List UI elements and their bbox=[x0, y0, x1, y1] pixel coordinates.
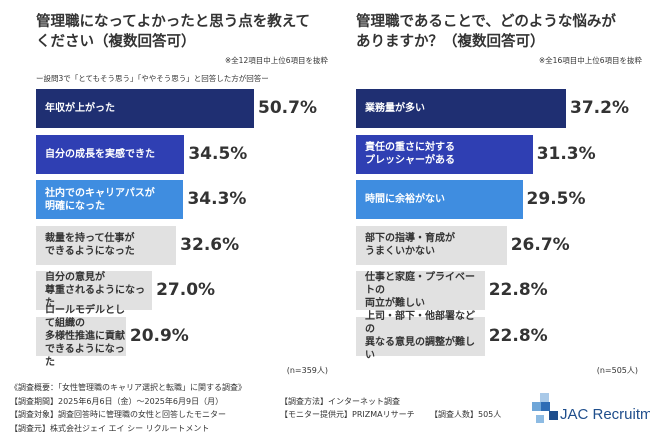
left-bar-value: 32.6% bbox=[180, 226, 239, 265]
right-bar-value: 22.8% bbox=[489, 317, 548, 356]
footer-provider: 【モニター提供元】PRIZMAリサーチ bbox=[280, 408, 415, 422]
left-bar-value: 34.3% bbox=[187, 180, 246, 219]
left-bar-label: ロールモデルとして組織の 多様性推進に貢献できるようになった bbox=[45, 304, 126, 369]
footer-target: 【調査対象】調査回答時に管理職の女性と回答したモニター bbox=[10, 408, 226, 422]
footer-overview: 《調査概要：「女性管理職のキャリア選択と転職」に関する調査》 bbox=[10, 381, 246, 395]
right-bar-label: 時間に余裕がない bbox=[365, 193, 445, 206]
left-bar-label: 年収が上がった bbox=[45, 102, 115, 115]
left-sample-size: (n=359人) bbox=[287, 365, 328, 376]
right-bar-value: 22.8% bbox=[489, 271, 548, 310]
left-bar: ロールモデルとして組織の 多様性推進に貢献できるようになった bbox=[36, 317, 126, 356]
left-bar-row: 自分の成長を実感できた 34.5% bbox=[36, 135, 328, 174]
left-chart-title: 管理職になってよかったと思う点を教えて ください（複数回答可） bbox=[36, 12, 328, 52]
left-title-line2: ください（複数回答可） bbox=[36, 32, 328, 52]
right-bar-label: 部下の指導・育成が うまくいかない bbox=[365, 232, 455, 258]
left-bar-value: 27.0% bbox=[156, 271, 215, 310]
right-bar-row: 時間に余裕がない 29.5% bbox=[356, 180, 642, 219]
left-bar-value: 34.5% bbox=[188, 135, 247, 174]
left-title-line1: 管理職になってよかったと思う点を教えて bbox=[36, 12, 328, 32]
left-bar: 自分の成長を実感できた bbox=[36, 135, 184, 174]
right-sample-size: (n=505人) bbox=[597, 365, 638, 376]
right-bar-label: 業務量が多い bbox=[365, 102, 425, 115]
right-bar: 業務量が多い bbox=[356, 89, 566, 128]
left-bar: 社内でのキャリアパスが 明確になった bbox=[36, 180, 183, 219]
right-note-subset: ※全16項目中上位6項目を抜粋 bbox=[539, 55, 642, 66]
right-bar-label: 上司・部下・他部署などの 異なる意見の調整が難しい bbox=[365, 310, 485, 362]
jac-logo: JAC Recruitment bbox=[532, 393, 644, 429]
left-note-subset: ※全12項目中上位6項目を抜粋 bbox=[225, 55, 328, 66]
right-bar-value: 31.3% bbox=[537, 135, 596, 174]
right-bar-label: 仕事と家庭・プライベートの 両立が難しい bbox=[365, 271, 485, 310]
left-bar-row: 裁量を持って仕事が できるようになった 32.6% bbox=[36, 226, 328, 265]
right-bar: 時間に余裕がない bbox=[356, 180, 523, 219]
right-title-line2: ありますか？（複数回答可） bbox=[356, 32, 642, 52]
right-bar-value: 29.5% bbox=[527, 180, 586, 219]
right-bar: 上司・部下・他部署などの 異なる意見の調整が難しい bbox=[356, 317, 485, 356]
footer-method: 【調査方法】インターネット調査 bbox=[280, 395, 400, 409]
right-title-line1: 管理職であることで、どのような悩みが bbox=[356, 12, 642, 32]
left-bar: 裁量を持って仕事が できるようになった bbox=[36, 226, 176, 265]
left-bar-label: 裁量を持って仕事が できるようになった bbox=[45, 232, 135, 258]
left-bar: 年収が上がった bbox=[36, 89, 254, 128]
left-note-condition: ー設問3で「とてもそう思う」「ややそう思う」と回答した方が回答ー bbox=[36, 73, 269, 84]
left-bar-row: 社内でのキャリアパスが 明確になった 34.3% bbox=[36, 180, 328, 219]
right-bar: 仕事と家庭・プライベートの 両立が難しい bbox=[356, 271, 485, 310]
left-bar-label: 自分の成長を実感できた bbox=[45, 148, 155, 161]
footer-count: 【調査人数】505人 bbox=[430, 408, 501, 422]
right-bar-label: 責任の重さに対する プレッシャーがある bbox=[365, 141, 455, 167]
footer-period: 【調査期間】2025年6月6日（金）～2025年6月9日（月） bbox=[10, 395, 223, 409]
right-bar: 部下の指導・育成が うまくいかない bbox=[356, 226, 507, 265]
right-bar-value: 26.7% bbox=[511, 226, 570, 265]
left-bar-label: 社内でのキャリアパスが 明確になった bbox=[45, 187, 155, 213]
left-bar-value: 50.7% bbox=[258, 89, 317, 128]
left-bar-value: 20.9% bbox=[130, 317, 189, 356]
left-bar-row: 年収が上がった 50.7% bbox=[36, 89, 328, 128]
right-chart-title: 管理職であることで、どのような悩みが ありますか？（複数回答可） bbox=[356, 12, 642, 52]
jac-logo-icon bbox=[532, 393, 558, 429]
right-bar-row: 部下の指導・育成が うまくいかない 26.7% bbox=[356, 226, 642, 265]
right-bar-value: 37.2% bbox=[570, 89, 629, 128]
jac-logo-text: JAC Recruitment bbox=[560, 406, 650, 423]
right-bar: 責任の重さに対する プレッシャーがある bbox=[356, 135, 533, 174]
right-bar-row: 業務量が多い 37.2% bbox=[356, 89, 642, 128]
right-bar-row: 責任の重さに対する プレッシャーがある 31.3% bbox=[356, 135, 642, 174]
